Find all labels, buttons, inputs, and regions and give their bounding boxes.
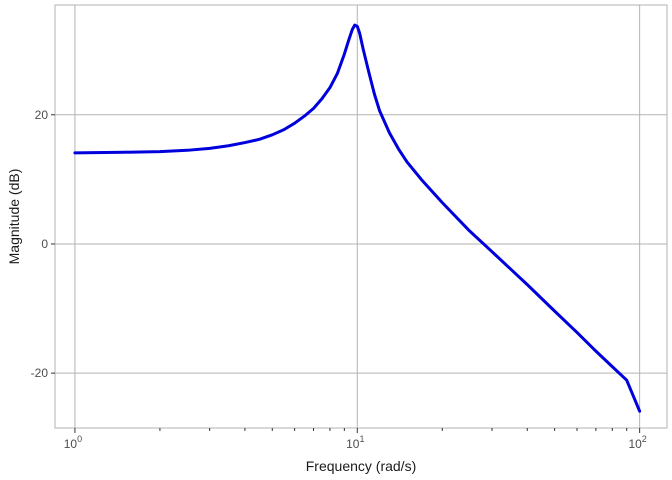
grid (55, 5, 667, 428)
y-axis-title: Magnitude (dB) (6, 169, 22, 265)
x-tick-label-0: 100 (64, 434, 82, 451)
x-tick-label-1: 101 (346, 434, 364, 451)
x-axis-title: Frequency (rad/s) (306, 458, 416, 474)
plot-frame (54, 4, 668, 429)
x-tick-label-exponent-2: 2 (642, 434, 647, 444)
magnitude-line-0 (73, 23, 642, 413)
x-tick-label-exponent-1: 1 (359, 434, 364, 444)
x-tick-label-2: 102 (628, 434, 646, 451)
y-tick-label-0: 20 (35, 108, 49, 122)
y-tick-label-1: 0 (41, 237, 48, 251)
y-tick-label-2: -20 (31, 366, 49, 380)
series-layer (73, 23, 642, 413)
x-tick-label-exponent-0: 0 (77, 434, 82, 444)
